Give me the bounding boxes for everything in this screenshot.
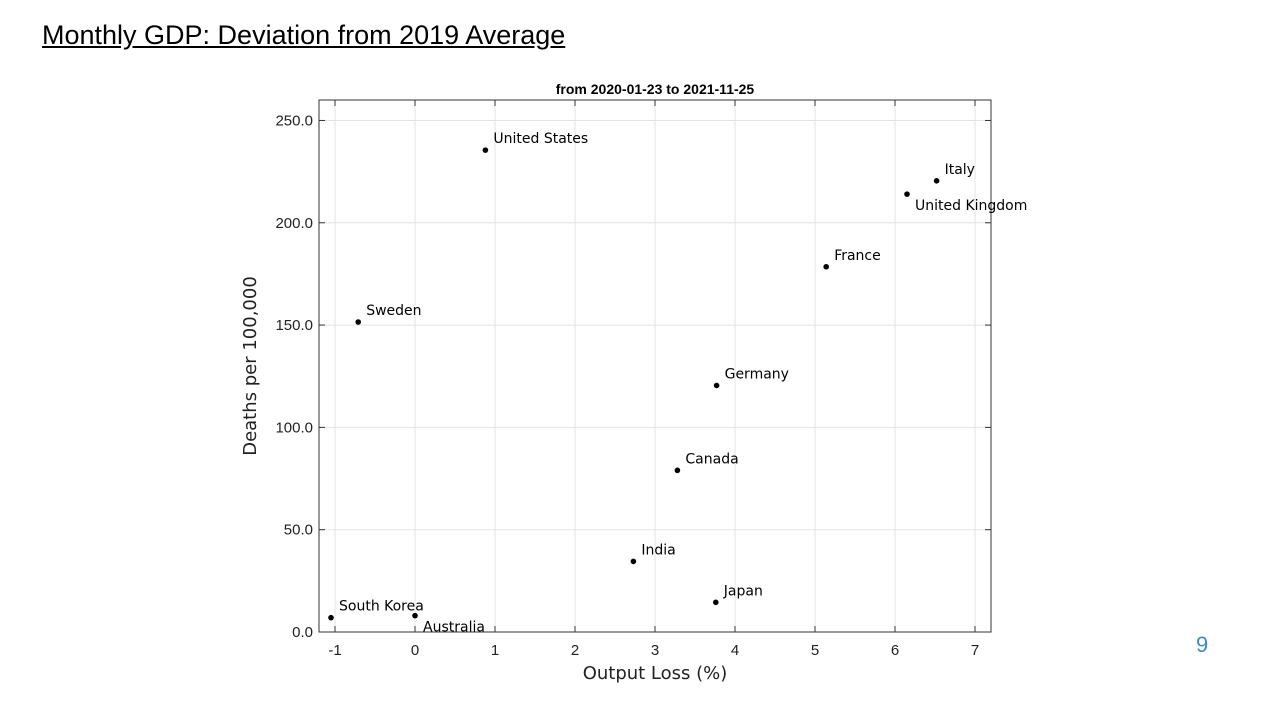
data-point (482, 147, 489, 153)
data-point-label: United States (493, 131, 588, 147)
data-point-label: Italy (945, 162, 975, 178)
data-point-label: Canada (685, 451, 738, 467)
chart-title: from 2020-01-23 to 2021-11-25 (556, 81, 755, 97)
slide-title: Monthly GDP: Deviation from 2019 Average (42, 20, 566, 50)
data-point-label: South Korea (339, 599, 424, 615)
data-point (674, 467, 681, 474)
x-axis-title: Output Loss (%) (583, 663, 728, 684)
x-tick-label: 3 (651, 642, 659, 659)
x-tick-label: 0 (411, 642, 419, 659)
data-point-label: United Kingdom (915, 198, 1027, 214)
x-tick-label: 7 (971, 642, 979, 659)
data-point-label: Japan (723, 583, 763, 599)
y-tick-label: 150.0 (275, 317, 313, 334)
y-tick-label: 50.0 (284, 522, 313, 539)
data-point (713, 382, 720, 389)
y-tick-label: 200.0 (275, 215, 313, 232)
data-point-label: Sweden (366, 303, 421, 319)
data-point (355, 319, 362, 325)
data-point-label: France (834, 248, 881, 264)
data-point (823, 263, 829, 270)
x-tick-label: 6 (891, 642, 899, 659)
data-point (904, 191, 910, 197)
tick-layer: -1 0 1 2 3 4 5 6 7 0.0 50.0 100.0 150.0 200.0 250.0 (275, 100, 991, 659)
data-point (713, 599, 719, 606)
x-tick-label: 2 (571, 642, 579, 659)
data-point (328, 614, 334, 621)
x-tick-label: 4 (731, 642, 739, 659)
data-point-label: Australia (423, 620, 485, 636)
data-point (630, 558, 637, 565)
x-tick-label: -1 (328, 642, 341, 659)
y-tick-label: 250.0 (275, 112, 313, 129)
y-tick-label: 100.0 (275, 419, 313, 436)
point-layer: United States Italy United Kingdom France Sw… (328, 131, 1027, 636)
x-tick-label: 1 (491, 642, 499, 659)
y-axis-title: Deaths per 100,000 (240, 276, 261, 456)
y-tick-label: 0.0 (292, 624, 313, 641)
x-tick-label: 5 (811, 642, 819, 659)
data-point (933, 178, 940, 184)
page-number: 9 (1196, 632, 1209, 657)
data-point (412, 612, 418, 619)
data-point-label: Germany (725, 366, 789, 382)
data-point-label: India (641, 542, 675, 558)
